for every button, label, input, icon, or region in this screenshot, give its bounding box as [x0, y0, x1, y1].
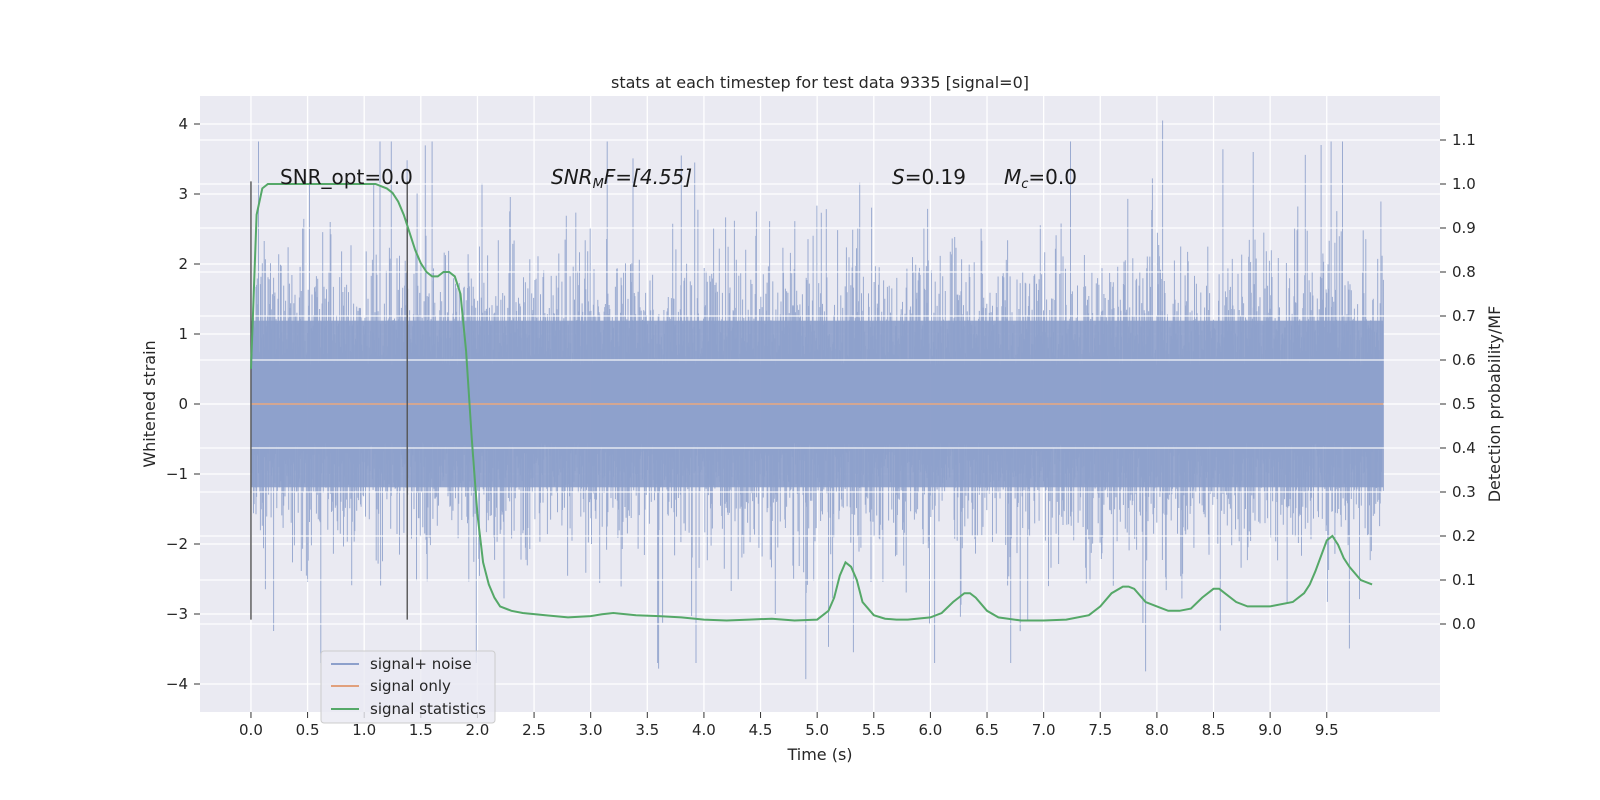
x-axis-label: Time (s)	[786, 745, 852, 764]
x-tick-label: 2.0	[466, 721, 490, 739]
annotation-s-prefix: S	[892, 165, 905, 189]
legend: signal+ noise signal only signal statist…	[320, 650, 496, 724]
y2-tick-label: 0.6	[1452, 351, 1476, 369]
x-tick-label: 5.0	[805, 721, 829, 739]
y2-tick-label: 0.0	[1452, 615, 1476, 633]
y-tick-label: −2	[166, 535, 188, 553]
statistics-series	[250, 183, 1373, 622]
y-tick-label: 0	[178, 395, 188, 413]
y2-tick-label: 0.5	[1452, 395, 1476, 413]
annotation-mc-sub: c	[1021, 177, 1028, 192]
annotation-s: S=0.19	[892, 165, 966, 189]
y2-tick-label: 0.4	[1452, 439, 1476, 457]
legend-label-noise: signal+ noise	[370, 655, 472, 673]
y2-tick-label: 0.3	[1452, 483, 1476, 501]
annotation-snr-mf: SNRMF=[4.55]	[551, 165, 692, 192]
x-tick-label: 0.5	[296, 721, 320, 739]
x-tick-label: 8.5	[1202, 721, 1226, 739]
x-tick-label: 4.0	[692, 721, 716, 739]
annotation-snr-opt: SNR_opt=0.0	[280, 165, 413, 189]
legend-label-statistics: signal statistics	[370, 700, 486, 718]
y-tick-label: −4	[166, 675, 188, 693]
x-tick-label: 2.5	[522, 721, 546, 739]
vertical-markers	[250, 181, 408, 620]
y2-axis-ticks: 1.1 1.0 0.9 0.8 0.7 0.6 0.5 0.4 0.3 0.2 0.1 0.0	[1440, 131, 1476, 633]
x-tick-label: 7.5	[1088, 721, 1112, 739]
annotation-s-value: =0.19	[905, 165, 966, 189]
x-tick-label: 9.5	[1315, 721, 1339, 739]
annotation-mc-prefix: M	[1004, 165, 1021, 189]
y-axis-ticks: 4 3 2 1 0 −1 −2 −3 −4	[166, 115, 200, 693]
y2-tick-label: 0.9	[1452, 219, 1476, 237]
x-tick-label: 9.0	[1258, 721, 1282, 739]
x-tick-label: 5.5	[862, 721, 886, 739]
legend-box	[320, 650, 496, 724]
chart-title: stats at each timestep for test data 933…	[611, 73, 1029, 92]
statistics-line	[250, 183, 1373, 622]
x-tick-label: 6.5	[975, 721, 999, 739]
y-axis-label: Whitened strain	[140, 340, 159, 467]
annotation-snr-mf-suffix: F=[4.55]	[604, 165, 692, 189]
x-tick-label: 7.0	[1032, 721, 1056, 739]
x-tick-label: 3.5	[635, 721, 659, 739]
annotation-snr-mf-sub: M	[593, 177, 604, 192]
y2-tick-label: 0.2	[1452, 527, 1476, 545]
plot-area	[200, 96, 1440, 712]
annotation-snr-mf-prefix: SNR	[551, 165, 593, 189]
annotation-mc-value: =0.0	[1028, 165, 1077, 189]
y2-tick-label: 0.7	[1452, 307, 1476, 325]
y-tick-label: 4	[178, 115, 188, 133]
y2-axis-label: Detection probability/MF	[1485, 306, 1504, 503]
x-tick-label: 6.0	[918, 721, 942, 739]
y-tick-label: 2	[178, 255, 188, 273]
y2-tick-label: 1.1	[1452, 131, 1476, 149]
x-tick-label: 1.5	[409, 721, 433, 739]
y2-tick-label: 0.1	[1452, 571, 1476, 589]
x-axis-ticks: 0.0 0.5 1.0 1.5 2.0 2.5 3.0 3.5 4.0 4.5 5.0 5.5 6.0 6…	[239, 712, 1339, 739]
y-tick-label: −3	[166, 605, 188, 623]
x-tick-label: 3.0	[579, 721, 603, 739]
y-tick-label: −1	[166, 465, 188, 483]
y2-tick-label: 0.8	[1452, 263, 1476, 281]
x-tick-label: 4.5	[749, 721, 773, 739]
annotation-mc: Mc=0.0	[1004, 165, 1077, 192]
legend-label-signal-only: signal only	[370, 677, 451, 695]
y-tick-label: 1	[178, 325, 188, 343]
y-tick-label: 3	[178, 185, 188, 203]
y2-tick-label: 1.0	[1452, 175, 1476, 193]
x-tick-label: 0.0	[239, 721, 263, 739]
x-tick-label: 1.0	[352, 721, 376, 739]
x-tick-label: 8.0	[1145, 721, 1169, 739]
